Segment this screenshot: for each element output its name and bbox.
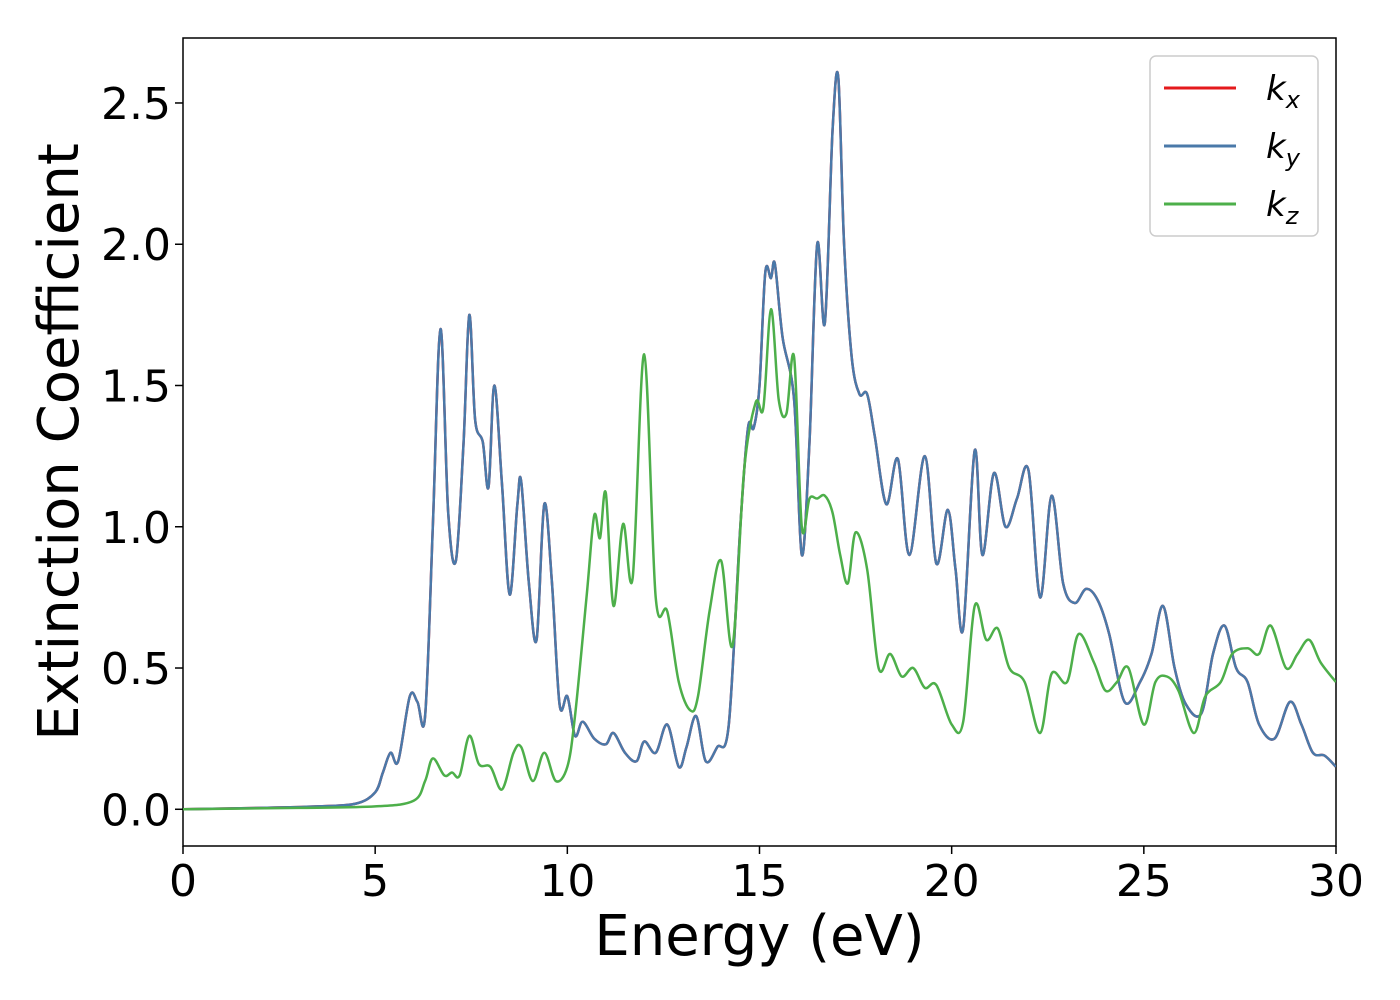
x-tick-label: 0: [169, 856, 197, 907]
y-tick-label: 0.5: [101, 644, 171, 695]
x-tick-label: 15: [732, 856, 788, 907]
x-tick-label: 5: [361, 856, 389, 907]
legend-label: ky: [1266, 127, 1301, 172]
x-tick-label: 30: [1308, 856, 1364, 907]
x-tick-label: 25: [1116, 856, 1172, 907]
x-axis-label: Energy (eV): [594, 904, 924, 969]
series-layer: [183, 70, 1336, 811]
y-tick-label: 1.0: [101, 503, 171, 554]
series-line-kz: [183, 307, 1336, 811]
legend-item-kx: kx: [1164, 69, 1301, 114]
legend-items: kx ky kz: [1164, 69, 1301, 230]
legend-label: kx: [1266, 69, 1301, 114]
y-tick-label: 1.5: [101, 361, 171, 412]
legend-item-ky: ky: [1164, 127, 1301, 172]
x-tick-label: 10: [539, 856, 595, 907]
y-axis-ticks: 0.0 0.5 1.0 1.5 2.0 2.5: [101, 79, 183, 836]
y-axis-label: Extinction Coefficient: [27, 143, 92, 741]
legend-label: kz: [1266, 185, 1300, 230]
x-tick-label: 20: [924, 856, 980, 907]
y-tick-label: 0.0: [101, 785, 171, 836]
series-line-ky: [183, 70, 1336, 811]
y-tick-label: 2.5: [101, 79, 171, 130]
x-axis-ticks: 0 5 10 15 20 25 30: [169, 846, 1364, 907]
legend-item-kz: kz: [1164, 185, 1300, 230]
legend: kx ky kz: [1149, 55, 1319, 237]
y-tick-label: 2.0: [101, 220, 171, 271]
